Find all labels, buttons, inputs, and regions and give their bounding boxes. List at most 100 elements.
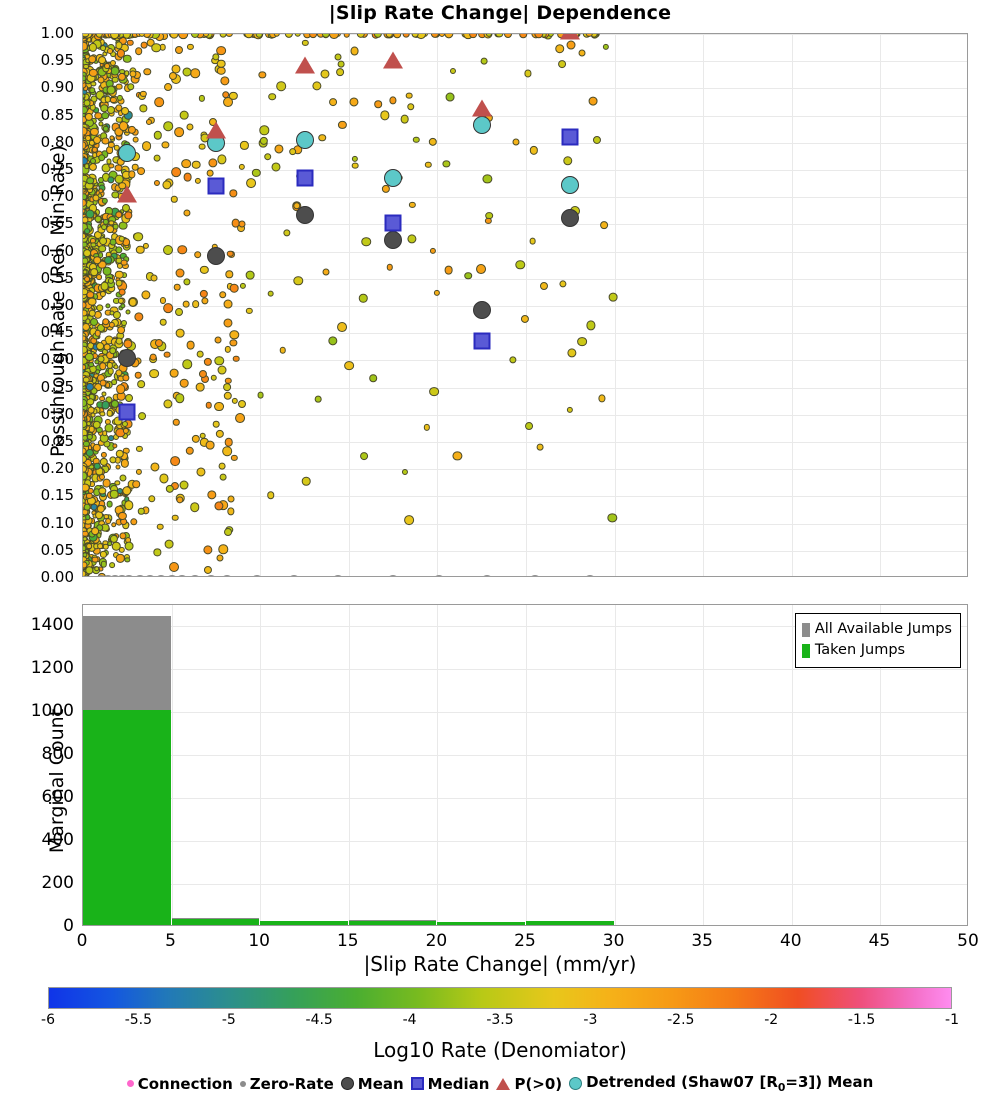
connection-point bbox=[445, 92, 455, 102]
zero-rate-point bbox=[167, 575, 177, 576]
connection-point bbox=[122, 486, 132, 496]
connection-point bbox=[217, 154, 227, 164]
connection-point bbox=[169, 368, 179, 378]
connection-point bbox=[554, 43, 565, 54]
connection-point bbox=[172, 514, 179, 521]
histogram-bar-taken bbox=[171, 919, 260, 925]
connection-point bbox=[87, 297, 97, 307]
legend-swatch-icon bbox=[801, 622, 810, 637]
connection-point bbox=[194, 177, 202, 185]
median-marker bbox=[473, 332, 491, 350]
connection-point bbox=[171, 196, 178, 203]
connection-point bbox=[134, 47, 143, 56]
median-marker bbox=[118, 403, 136, 421]
connection-point bbox=[201, 297, 209, 305]
colorbar-tick: -1.5 bbox=[847, 1012, 876, 1028]
connection-point bbox=[411, 34, 419, 38]
connection-point bbox=[452, 451, 463, 461]
connection-point bbox=[159, 473, 169, 483]
zero-rate-point bbox=[124, 575, 134, 576]
detrended-mean-marker bbox=[561, 175, 580, 194]
connection-point bbox=[338, 61, 345, 68]
connection-point bbox=[106, 409, 114, 417]
detrended-mean-marker-icon bbox=[569, 1077, 583, 1090]
connection-point bbox=[576, 336, 587, 347]
connection-point bbox=[404, 515, 415, 526]
connection-point bbox=[229, 189, 237, 197]
connection-point bbox=[162, 303, 173, 313]
connection-point bbox=[222, 382, 231, 391]
connection-point bbox=[104, 95, 112, 103]
connection-point bbox=[519, 34, 528, 38]
histogram-y-tick: 1400 bbox=[30, 615, 74, 636]
connection-point bbox=[164, 83, 173, 92]
connection-point bbox=[91, 152, 98, 159]
detrended-mean-marker bbox=[295, 131, 314, 150]
connection-point bbox=[215, 429, 225, 439]
scatter-gridline-v bbox=[614, 34, 616, 576]
connection-point bbox=[89, 157, 96, 164]
legend-swatch-icon bbox=[801, 643, 810, 658]
histogram-bar-taken bbox=[348, 920, 437, 925]
histogram-gridline-h bbox=[83, 755, 967, 757]
connection-point bbox=[83, 249, 92, 257]
connection-point bbox=[105, 303, 111, 309]
scatter-gridline-h bbox=[83, 61, 967, 63]
connection-point bbox=[83, 364, 86, 370]
connection-point bbox=[153, 548, 161, 556]
histogram-gridline-v bbox=[437, 605, 439, 925]
connection-point bbox=[137, 380, 145, 388]
connection-point bbox=[124, 500, 134, 511]
marker-legend-item-mean: Mean bbox=[340, 1075, 404, 1093]
connection-point bbox=[174, 46, 183, 55]
connection-point bbox=[102, 430, 108, 436]
scatter-y-tick: 0.25 bbox=[40, 432, 74, 450]
scatter-y-tick: 0.10 bbox=[40, 513, 74, 532]
scatter-y-tick: 0.45 bbox=[40, 323, 74, 342]
scatter-gridline-h bbox=[83, 442, 967, 443]
histogram-gridline-v bbox=[171, 605, 173, 925]
connection-point bbox=[159, 318, 167, 326]
connection-point bbox=[529, 146, 538, 155]
connection-point bbox=[121, 107, 130, 116]
connection-point bbox=[86, 176, 95, 185]
connection-point bbox=[214, 356, 224, 366]
p-gt-0-marker bbox=[205, 121, 226, 139]
connection-point bbox=[238, 163, 246, 170]
connection-point bbox=[91, 556, 99, 563]
mean-marker bbox=[206, 246, 225, 265]
zero-rate-point bbox=[333, 575, 343, 576]
connection-point bbox=[225, 377, 232, 384]
scatter-gridline-h bbox=[83, 170, 967, 171]
scatter-gridline-h bbox=[83, 88, 967, 90]
connection-point bbox=[98, 237, 107, 246]
detrended-mean-marker bbox=[118, 143, 137, 162]
connection-point bbox=[226, 250, 234, 257]
connection-point bbox=[115, 337, 123, 345]
x-tick: 35 bbox=[691, 931, 713, 951]
connection-point bbox=[374, 100, 382, 108]
connection-point bbox=[83, 63, 90, 70]
connection-point bbox=[128, 170, 136, 179]
connection-point bbox=[178, 34, 188, 39]
connection-point bbox=[258, 71, 267, 79]
connection-point bbox=[94, 215, 102, 223]
histogram-gridline-v bbox=[791, 605, 793, 925]
scatter-plot-panel bbox=[82, 33, 968, 577]
colorbar-tick: -2.5 bbox=[667, 1012, 695, 1028]
histogram-legend: All Available Jumps Taken Jumps bbox=[794, 613, 961, 669]
scatter-y-tick: 0.75 bbox=[40, 160, 74, 178]
connection-point bbox=[218, 544, 229, 555]
connection-point bbox=[559, 280, 567, 288]
connection-point bbox=[406, 92, 413, 99]
connection-point bbox=[108, 321, 116, 328]
connection-point bbox=[163, 245, 174, 256]
histogram-panel: All Available Jumps Taken Jumps bbox=[82, 604, 968, 926]
colorbar-tick: -3.5 bbox=[486, 1012, 514, 1028]
connection-point bbox=[200, 265, 209, 275]
connection-point bbox=[137, 507, 145, 515]
connection-point bbox=[225, 34, 233, 38]
connection-point bbox=[124, 557, 130, 563]
marker-legend-item-zero-rate: Zero-Rate bbox=[239, 1075, 334, 1093]
colorbar-tick: -4 bbox=[402, 1012, 417, 1028]
